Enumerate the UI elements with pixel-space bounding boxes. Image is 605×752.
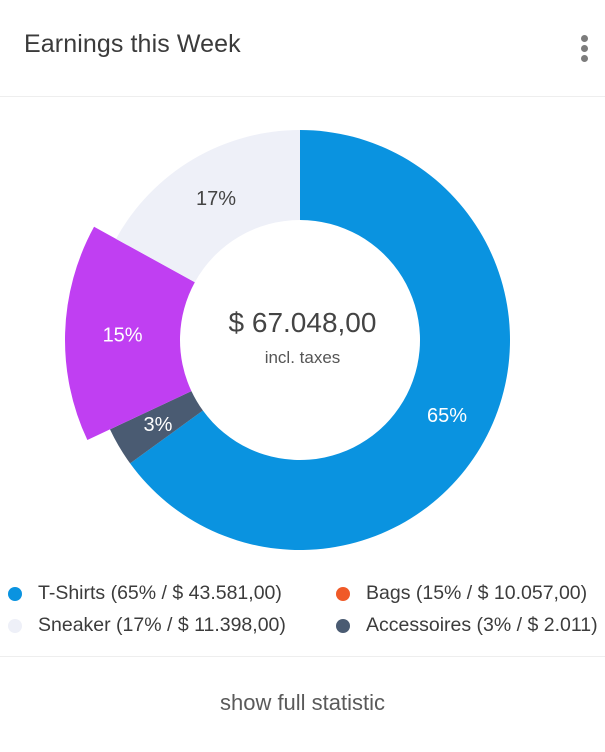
slice-label-sneaker: 17% [196,188,236,210]
more-vertical-icon[interactable] [571,28,599,68]
legend-label: Bags (15% / $ 10.057,00) [366,582,588,604]
total-earnings-subtitle: incl. taxes [264,348,341,367]
legend-item-accessoires[interactable]: Accessoires (3% / $ 2.011) [336,614,598,637]
legend-label: T-Shirts (65% / $ 43.581,00) [38,582,282,604]
slice-label-t-shirts: 65% [427,405,467,427]
total-earnings-value: $ 67.048,00 [228,307,377,338]
footer-divider [0,656,605,657]
menu-dot [581,45,588,52]
legend-dot [8,586,22,601]
legend-dot [336,618,350,633]
legend-item-tshirts[interactable]: T-Shirts (65% / $ 43.581,00) [8,582,282,605]
chart-legend: T-Shirts (65% / $ 43.581,00) Bags (15% /… [0,578,605,648]
legend-label: Sneaker (17% / $ 11.398,00) [38,614,286,636]
card-title: Earnings this Week [24,30,241,58]
donut-chart-svg: 65% 3% 15% 17% [65,130,511,550]
legend-item-sneaker[interactable]: Sneaker (17% / $ 11.398,00) [8,614,286,637]
menu-dot [581,55,588,62]
legend-item-bags[interactable]: Bags (15% / $ 10.057,00) [336,582,587,605]
slice-label-accessoires: 3% [144,414,173,436]
legend-label: Accessoires (3% / $ 2.011) [366,614,598,636]
donut-chart: 65% 3% 15% 17% $ 67.048,00 incl. taxes [0,100,605,560]
slice-bags[interactable] [65,226,195,441]
slice-label-bags: 15% [103,324,143,346]
legend-dot [8,618,22,633]
card-header: Earnings this Week [0,0,605,97]
slice-accessoires[interactable] [109,391,203,464]
legend-dot [336,586,350,601]
slice-sneaker[interactable] [115,130,301,283]
slice-t-shirts[interactable] [130,130,511,550]
menu-dot [581,35,588,42]
show-full-statistic-link[interactable]: show full statistic [219,690,386,715]
